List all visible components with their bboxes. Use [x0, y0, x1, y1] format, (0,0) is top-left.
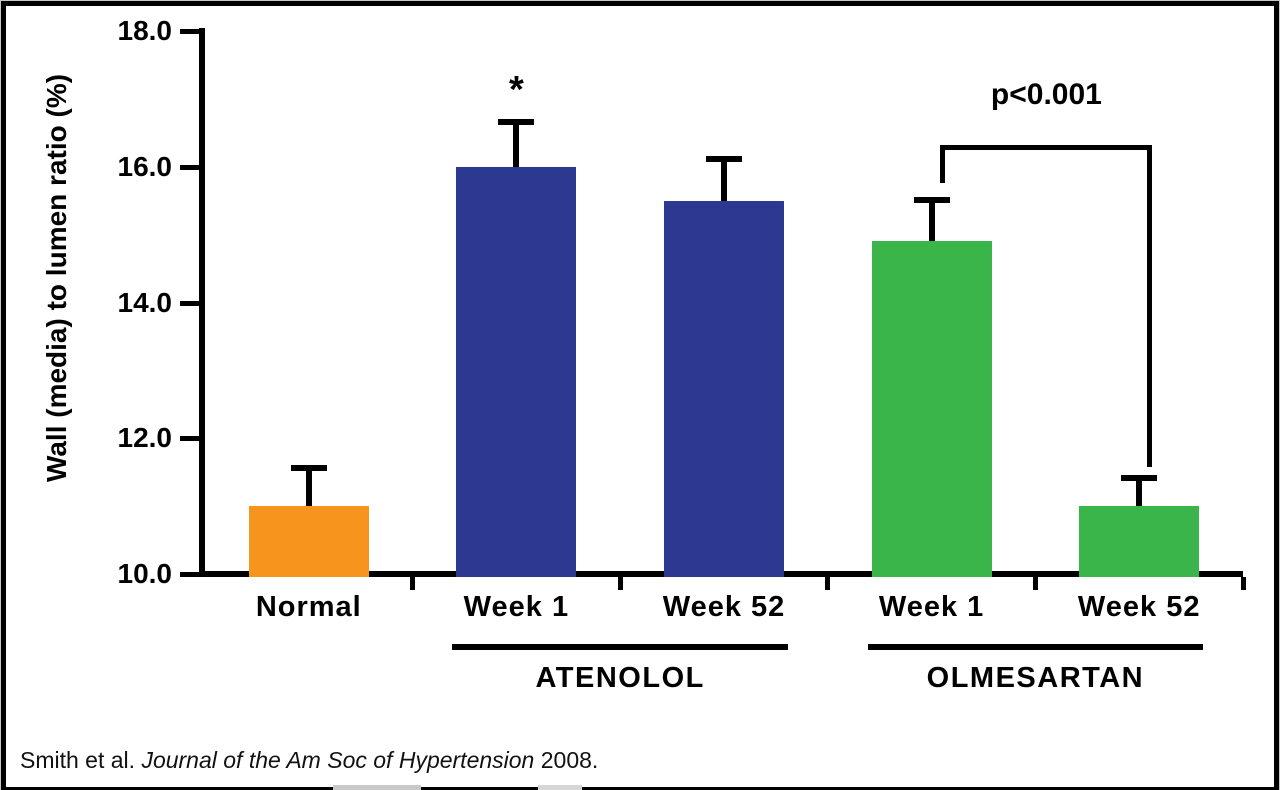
- y-axis-line: [199, 28, 205, 577]
- asterisk-annotation: *: [508, 68, 524, 111]
- error-bar-cap: [913, 196, 950, 203]
- group-label: OLMESARTAN: [926, 662, 1145, 694]
- significance-bracket-right: [1147, 145, 1153, 467]
- x-category-label: Week 1: [463, 591, 570, 623]
- x-tick: [617, 577, 623, 590]
- x-category-label: Normal: [255, 591, 362, 623]
- y-tick: [180, 164, 199, 170]
- citation-year: 2008.: [534, 747, 599, 773]
- x-tick: [1240, 577, 1246, 590]
- y-tick-label: 12.0: [117, 422, 173, 454]
- error-bar-cap: [498, 118, 535, 125]
- y-tick-label: 14.0: [117, 286, 173, 318]
- y-tick-label: 10.0: [117, 558, 173, 589]
- error-bar-cap: [1121, 474, 1158, 481]
- watermark-artifact: [333, 785, 421, 790]
- x-tick: [825, 577, 831, 590]
- bar: [664, 200, 784, 577]
- significance-bracket-left: [939, 145, 945, 183]
- error-bar-stem: [1136, 478, 1143, 507]
- x-tick: [410, 577, 416, 590]
- error-bar-stem: [928, 200, 935, 242]
- error-bar-stem: [305, 468, 312, 507]
- citation: Smith et al. Journal of the Am Soc of Hy…: [20, 747, 598, 774]
- group-label: ATENOLOL: [535, 662, 705, 694]
- y-tick: [180, 436, 199, 442]
- watermark-artifact: [538, 785, 582, 790]
- x-category-label: Week 1: [878, 591, 985, 623]
- citation-journal: Journal of the Am Soc of Hypertension: [141, 747, 535, 773]
- x-tick: [1032, 577, 1038, 590]
- y-tick: [180, 29, 199, 34]
- bar: [456, 166, 577, 577]
- x-category-label: Week 52: [1077, 591, 1201, 623]
- error-bar-stem: [721, 159, 727, 201]
- bar: [871, 241, 992, 577]
- citation-authors: Smith et al.: [20, 747, 142, 773]
- significance-bracket-top: [939, 145, 1153, 150]
- error-bar-cap: [290, 464, 327, 471]
- x-category-label: Week 52: [662, 591, 786, 623]
- y-axis-title: Wall (media) to lumen ratio (%): [41, 73, 72, 483]
- group-underline: [867, 644, 1204, 650]
- error-bar-stem: [513, 122, 520, 167]
- bar: [1079, 506, 1200, 577]
- y-tick: [180, 300, 199, 306]
- y-tick: [180, 572, 199, 577]
- group-underline: [452, 644, 788, 650]
- error-bar-cap: [706, 155, 742, 162]
- significance-label: p<0.001: [990, 78, 1102, 111]
- bar: [248, 506, 369, 577]
- y-tick-label: 16.0: [117, 150, 173, 182]
- y-tick-label: 18.0: [117, 15, 173, 46]
